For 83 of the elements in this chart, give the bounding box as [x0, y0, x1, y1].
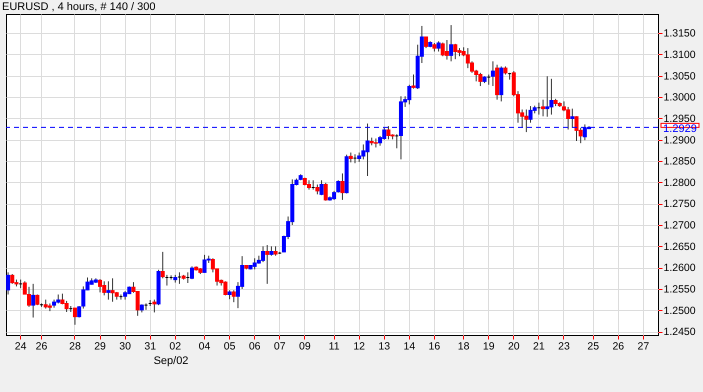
- y-tick-label: 1.3000: [664, 92, 696, 104]
- y-tick-label: 1.2500: [664, 304, 696, 317]
- y-tick-label: 1.3050: [664, 70, 696, 82]
- candlestick: [386, 126, 390, 140]
- candlestick: [152, 299, 156, 313]
- candlestick: [81, 286, 86, 310]
- y-tick-label: 1.2850: [664, 156, 696, 168]
- x-tick-label: 20: [508, 340, 520, 352]
- candlestick: [444, 40, 449, 60]
- x-tick-label: 31: [144, 340, 156, 352]
- x-tick-label: 06: [248, 340, 261, 352]
- candlestick: [269, 246, 274, 256]
- x-tick-label: 02: [169, 340, 182, 352]
- candlestick: [436, 40, 441, 52]
- candlestick: [549, 78, 554, 116]
- candlestick: [320, 180, 324, 196]
- candlestick: [106, 280, 110, 300]
- candlestick: [307, 180, 312, 190]
- candlestick: [72, 308, 77, 326]
- candlestick: [545, 76, 550, 118]
- candlestick: [478, 72, 482, 87]
- candlestick: [265, 244, 270, 284]
- y-tick-label: 1.2450: [664, 326, 696, 338]
- x-tick-label: 19: [482, 340, 495, 352]
- candlestick: [223, 280, 228, 296]
- candlestick: [315, 184, 320, 195]
- y-tick-label: 1.2700: [664, 220, 696, 232]
- y-tick-label: 1.2650: [664, 240, 696, 253]
- candlestick: [274, 246, 278, 256]
- x-tick-label: 23: [558, 340, 570, 352]
- x-tick-label: 27: [638, 340, 650, 352]
- x-tick-label: 25: [587, 340, 600, 352]
- candlestick: [77, 306, 82, 318]
- y-tick-label: 1.2750: [664, 198, 696, 210]
- candlestick: [466, 48, 470, 69]
- candlestick: [232, 290, 236, 303]
- x-tick-label: 14: [403, 340, 416, 352]
- candlestick: [440, 42, 445, 57]
- x-tick-label: 16: [428, 340, 440, 352]
- candlestick: [6, 272, 10, 295]
- x-tick-label: 18: [458, 340, 470, 352]
- y-tick-label: 1.3100: [664, 49, 696, 61]
- candlestick: [348, 152, 353, 163]
- candlestick: [524, 108, 528, 133]
- chart-title: EURUSD , 4 hours, # 140 / 300: [2, 1, 156, 13]
- y-tick-label: 1.2800: [664, 176, 696, 189]
- candlestick: [160, 251, 165, 279]
- x-tick-label: 12: [353, 340, 366, 352]
- x-tick-label: 21: [533, 340, 545, 352]
- candlestick: [340, 172, 344, 200]
- candlestick: [102, 280, 106, 296]
- candlestick: [324, 182, 328, 202]
- x-tick-label: 29: [94, 340, 106, 352]
- candlestick: [490, 60, 495, 87]
- candlestick: [10, 274, 14, 284]
- candlestick: [110, 278, 115, 302]
- y-tick-label: 1.2600: [664, 262, 696, 274]
- candlestick: [424, 36, 428, 49]
- x-tick-label: 30: [119, 340, 132, 352]
- y-tick-label: 1.3150: [664, 28, 696, 40]
- candlestick: [252, 258, 257, 270]
- x-tick-label: 13: [378, 340, 390, 352]
- x-tick-label: 11: [328, 340, 340, 352]
- y-tick-label: 1.2550: [664, 283, 696, 296]
- x-tick-label: 26: [612, 340, 624, 352]
- x-tick-label: 04: [198, 340, 211, 352]
- x-tick-label: 26: [36, 340, 48, 352]
- x-tick-label: 24: [14, 340, 27, 352]
- candlestick: [357, 152, 362, 162]
- candlestick: [453, 43, 458, 60]
- y-tick-label: 1.2950: [664, 112, 696, 125]
- text: Sep/02: [154, 355, 188, 367]
- x-tick-label: 28: [69, 340, 81, 352]
- candlestick: [31, 283, 36, 318]
- candlestick: [541, 99, 546, 117]
- x-tick-label: 09: [298, 340, 311, 352]
- candlestick: [449, 24, 454, 62]
- x-tick-label: 07: [274, 340, 286, 352]
- candlestick: [190, 266, 194, 280]
- candlestick: [202, 254, 207, 274]
- y-tick-label: 1.2900: [664, 134, 696, 146]
- candlestick: [98, 278, 102, 293]
- x-tick-label: 05: [224, 340, 236, 352]
